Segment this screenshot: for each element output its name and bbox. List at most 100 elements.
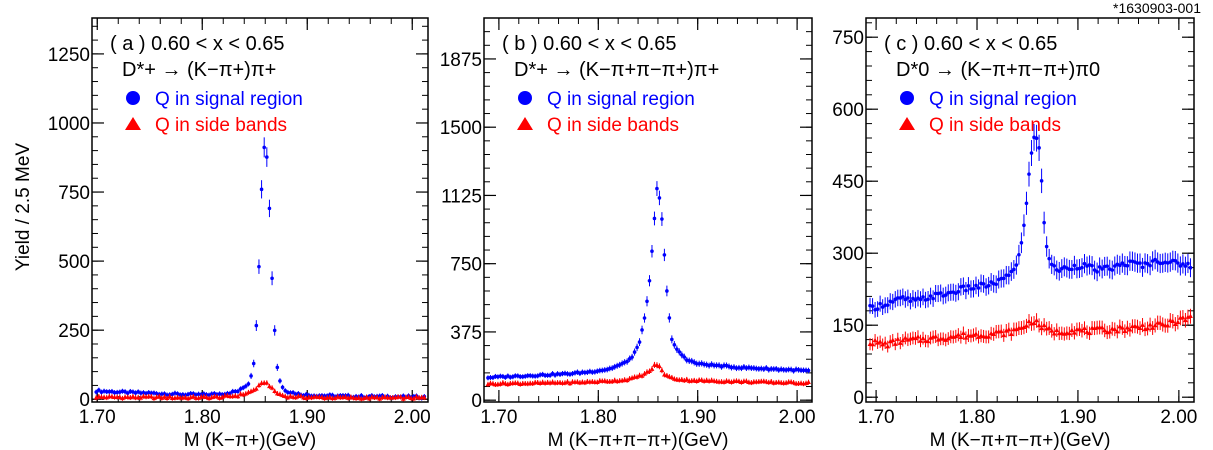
data-point <box>981 282 986 286</box>
data-point <box>112 390 117 395</box>
data-point <box>694 378 700 383</box>
data-point <box>1036 322 1042 328</box>
data-point <box>264 380 270 385</box>
data-point <box>1175 319 1181 325</box>
data-point <box>1160 321 1166 327</box>
data-point <box>159 395 165 400</box>
data-point <box>744 378 749 383</box>
legend-signal: Q in signal region <box>929 89 1077 110</box>
data-point <box>291 390 295 395</box>
data-point <box>1153 257 1157 262</box>
x-tick-label: 1.70 <box>480 407 517 428</box>
data-point <box>178 393 182 397</box>
data-point <box>335 394 341 399</box>
y-tick-label: 1875 <box>440 50 482 71</box>
x-tick-label: 1.80 <box>580 407 617 428</box>
data-point <box>1188 313 1193 319</box>
data-point <box>196 395 201 400</box>
data-point <box>679 353 684 357</box>
data-point <box>374 394 380 400</box>
data-point <box>652 216 657 221</box>
data-point <box>1173 258 1178 263</box>
data-point <box>625 359 629 364</box>
x-axis-label: M (K−π+π−π+)(GeV) <box>930 430 1111 450</box>
data-point <box>348 394 354 399</box>
data-point <box>647 368 652 374</box>
data-point <box>872 337 878 343</box>
x-tick-label: 1.80 <box>184 407 221 428</box>
data-point <box>1112 326 1118 332</box>
data-point <box>660 217 664 221</box>
data-point <box>1041 322 1047 327</box>
data-point <box>694 361 699 366</box>
data-point <box>518 374 523 379</box>
legend-sidebands: Q in side bands <box>929 115 1061 136</box>
legend-marker-triangle <box>125 117 141 130</box>
data-point <box>1024 323 1029 328</box>
data-point <box>1181 262 1185 266</box>
data-point <box>361 395 367 400</box>
series-signal <box>94 137 427 401</box>
data-point <box>296 391 301 396</box>
x-tick-label: 1.90 <box>679 407 716 428</box>
plot-frame <box>91 17 429 403</box>
data-point <box>343 394 348 399</box>
data-point <box>1034 136 1039 141</box>
data-point <box>1077 326 1082 331</box>
legend-signal: Q in signal region <box>547 89 695 110</box>
data-point <box>1026 318 1032 324</box>
data-point <box>1009 269 1014 274</box>
data-point <box>356 395 362 400</box>
data-point <box>257 264 261 269</box>
data-point <box>235 393 241 399</box>
data-point <box>915 334 921 339</box>
x-tick-label: 2.00 <box>1160 407 1197 428</box>
data-point <box>1172 321 1178 327</box>
panel-2: 0 375 750 1125 1500 1875 1.70 1.80 1.90 2.00 M (K−… <box>440 17 816 450</box>
data-point <box>637 340 642 344</box>
data-point <box>878 301 882 306</box>
data-point <box>188 391 193 396</box>
data-point <box>1168 260 1173 264</box>
data-point <box>1027 172 1031 176</box>
data-point <box>964 288 968 293</box>
data-point <box>1100 267 1104 271</box>
decay-label: D*+ → (K−π+)π+ <box>122 59 276 81</box>
data-point <box>870 304 875 308</box>
data-point <box>642 371 647 376</box>
data-point <box>659 367 665 373</box>
series-sidebands <box>867 308 1193 353</box>
legend-sidebands: Q in side bands <box>547 115 679 136</box>
decay-label: D*+ → (K−π+π−π+)π+ <box>514 59 719 81</box>
data-point <box>885 303 890 307</box>
y-tick-label: 1500 <box>440 118 482 139</box>
data-point <box>989 280 993 284</box>
y-tick-label: 150 <box>832 316 864 337</box>
data-point <box>649 366 655 371</box>
data-point <box>209 392 214 396</box>
data-point <box>958 334 964 339</box>
data-point <box>346 393 351 398</box>
data-point <box>994 282 998 287</box>
data-point <box>162 394 167 399</box>
data-point <box>241 385 245 390</box>
data-point <box>667 316 672 320</box>
data-point <box>1001 276 1006 281</box>
data-point <box>165 393 169 397</box>
data-point <box>961 284 966 288</box>
data-point <box>243 391 249 396</box>
data-point <box>400 396 406 401</box>
data-point <box>382 394 388 399</box>
data-point <box>1007 273 1011 278</box>
panel-1: 0 250 500 750 1000 1250 1.70 1.80 1.90 2.00 M (K−π… <box>48 17 431 450</box>
data-point <box>1120 261 1125 265</box>
data-point <box>1006 326 1012 332</box>
data-point <box>219 394 225 400</box>
y-tick-label: 1125 <box>441 186 482 207</box>
data-point <box>248 388 254 394</box>
data-point <box>1047 256 1051 261</box>
data-point <box>1054 327 1060 332</box>
legend-marker-triangle <box>899 117 915 130</box>
data-point <box>253 386 259 391</box>
